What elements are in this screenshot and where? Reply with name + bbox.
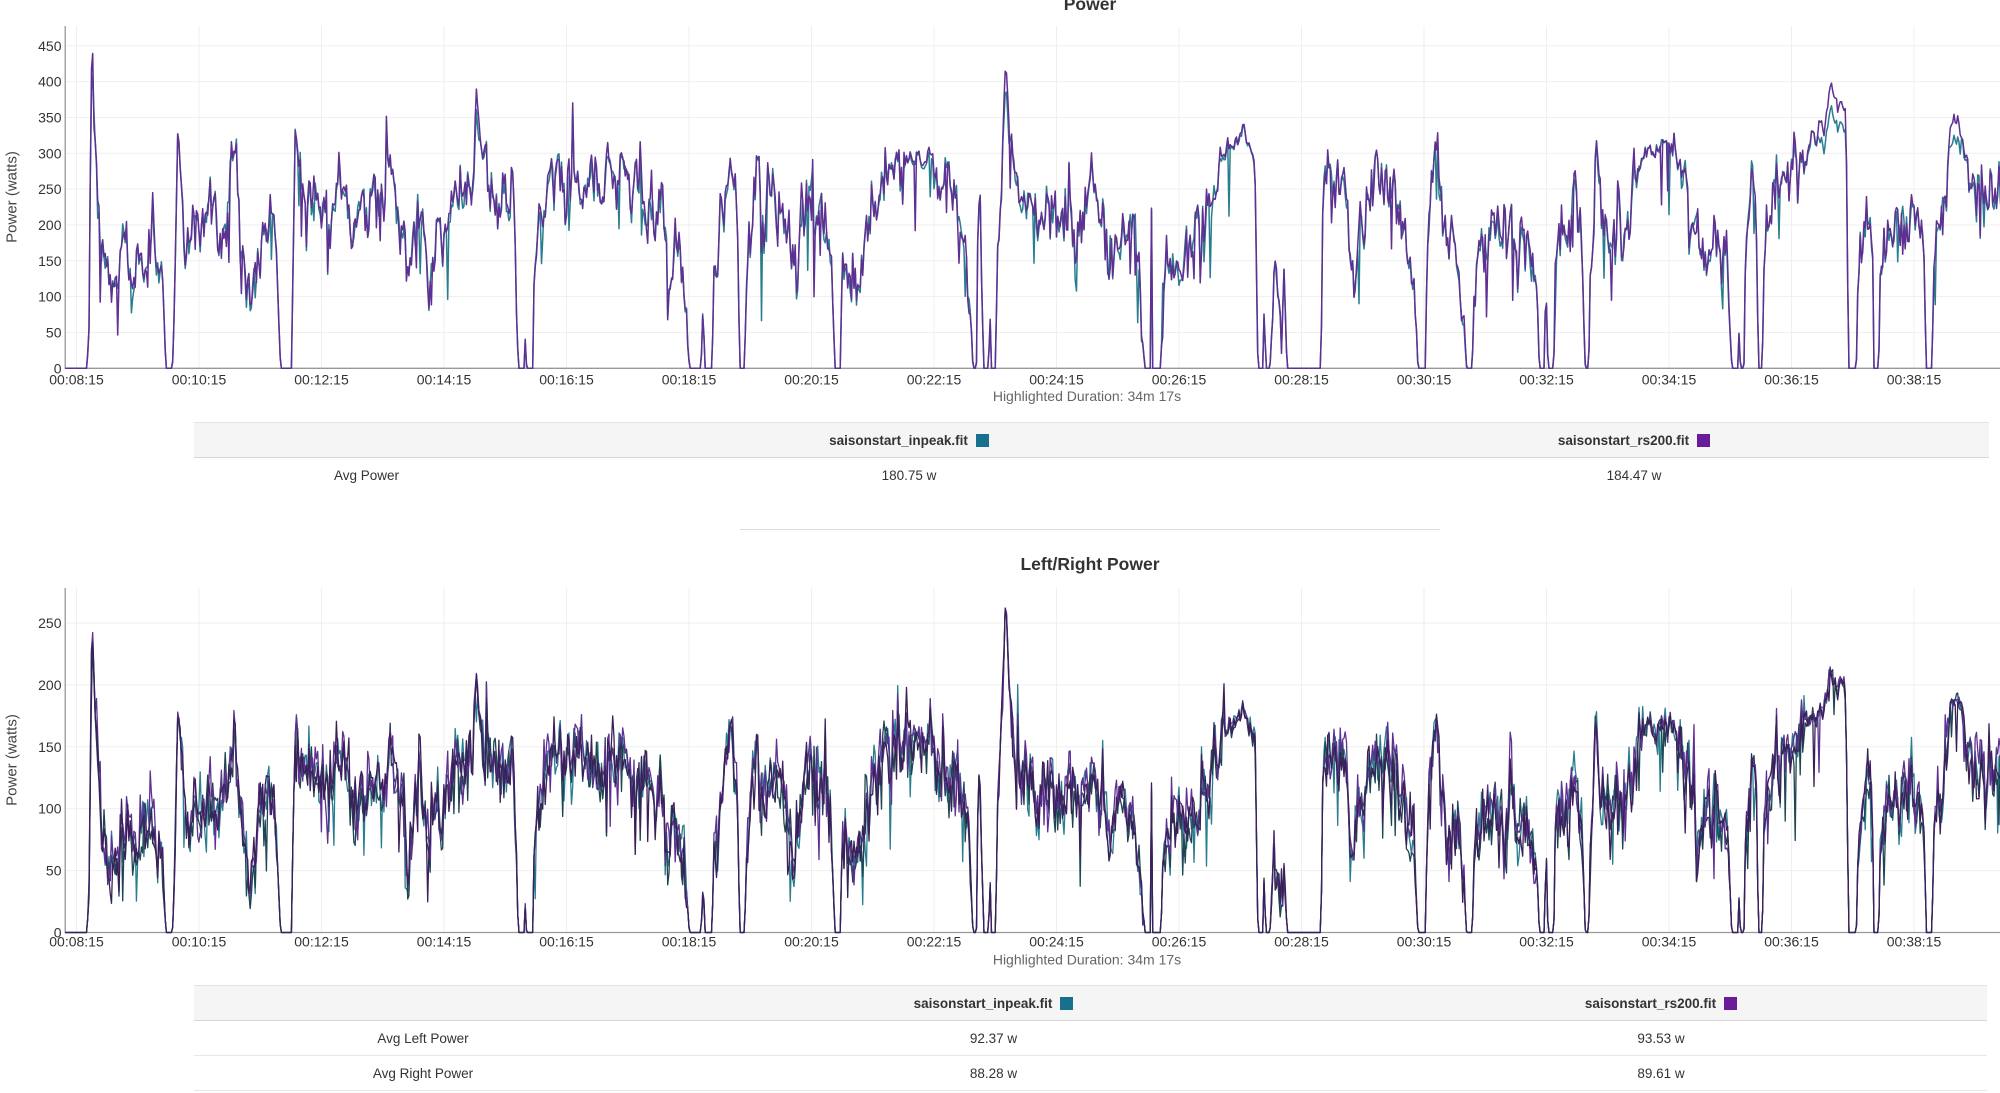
svg-text:00:26:15: 00:26:15 bbox=[1152, 934, 1207, 950]
svg-text:0: 0 bbox=[54, 360, 62, 376]
svg-text:50: 50 bbox=[46, 325, 62, 341]
svg-text:00:16:15: 00:16:15 bbox=[539, 371, 594, 387]
svg-text:00:32:15: 00:32:15 bbox=[1519, 371, 1574, 387]
svg-text:250: 250 bbox=[38, 181, 62, 197]
svg-text:00:26:15: 00:26:15 bbox=[1152, 371, 1207, 387]
svg-text:00:30:15: 00:30:15 bbox=[1397, 371, 1452, 387]
svg-text:00:22:15: 00:22:15 bbox=[907, 934, 962, 950]
svg-text:50: 50 bbox=[46, 863, 62, 879]
svg-text:Power: Power bbox=[1064, 0, 1117, 14]
svg-text:00:24:15: 00:24:15 bbox=[1029, 934, 1084, 950]
svg-text:00:08:15: 00:08:15 bbox=[49, 934, 104, 950]
svg-text:00:36:15: 00:36:15 bbox=[1764, 371, 1819, 387]
svg-text:00:36:15: 00:36:15 bbox=[1764, 934, 1819, 950]
svg-text:00:28:15: 00:28:15 bbox=[1274, 371, 1329, 387]
svg-text:00:18:15: 00:18:15 bbox=[662, 371, 717, 387]
svg-text:Highlighted Duration: 34m 17s: Highlighted Duration: 34m 17s bbox=[993, 388, 1181, 404]
svg-text:00:10:15: 00:10:15 bbox=[172, 934, 227, 950]
svg-text:450: 450 bbox=[38, 38, 62, 54]
svg-text:0: 0 bbox=[54, 925, 62, 941]
svg-text:00:28:15: 00:28:15 bbox=[1274, 934, 1329, 950]
svg-text:150: 150 bbox=[38, 253, 62, 269]
svg-text:00:34:15: 00:34:15 bbox=[1642, 934, 1697, 950]
svg-text:250: 250 bbox=[38, 615, 62, 631]
svg-text:00:16:15: 00:16:15 bbox=[539, 934, 594, 950]
svg-text:Power (watts): Power (watts) bbox=[4, 714, 21, 806]
svg-text:00:20:15: 00:20:15 bbox=[784, 934, 839, 950]
svg-text:100: 100 bbox=[38, 289, 62, 305]
svg-text:Left/Right Power: Left/Right Power bbox=[1020, 554, 1159, 574]
svg-text:00:14:15: 00:14:15 bbox=[417, 371, 472, 387]
svg-text:400: 400 bbox=[38, 74, 62, 90]
svg-text:00:14:15: 00:14:15 bbox=[417, 934, 472, 950]
svg-text:00:22:15: 00:22:15 bbox=[907, 371, 962, 387]
svg-text:200: 200 bbox=[38, 217, 62, 233]
svg-text:00:10:15: 00:10:15 bbox=[172, 371, 227, 387]
svg-text:00:08:15: 00:08:15 bbox=[49, 371, 104, 387]
svg-text:00:12:15: 00:12:15 bbox=[294, 371, 349, 387]
svg-text:150: 150 bbox=[38, 739, 62, 755]
svg-text:200: 200 bbox=[38, 677, 62, 693]
svg-text:00:18:15: 00:18:15 bbox=[662, 934, 717, 950]
svg-text:300: 300 bbox=[38, 145, 62, 161]
svg-text:00:24:15: 00:24:15 bbox=[1029, 371, 1084, 387]
svg-text:00:30:15: 00:30:15 bbox=[1397, 934, 1452, 950]
svg-text:00:34:15: 00:34:15 bbox=[1642, 371, 1697, 387]
svg-text:00:32:15: 00:32:15 bbox=[1519, 934, 1574, 950]
svg-text:00:38:15: 00:38:15 bbox=[1887, 934, 1942, 950]
svg-text:00:38:15: 00:38:15 bbox=[1887, 371, 1942, 387]
svg-text:Power (watts): Power (watts) bbox=[4, 151, 21, 243]
svg-text:Highlighted Duration: 34m 17s: Highlighted Duration: 34m 17s bbox=[993, 951, 1181, 967]
svg-text:00:20:15: 00:20:15 bbox=[784, 371, 839, 387]
svg-text:100: 100 bbox=[38, 801, 62, 817]
svg-text:00:12:15: 00:12:15 bbox=[294, 934, 349, 950]
svg-text:350: 350 bbox=[38, 110, 62, 126]
